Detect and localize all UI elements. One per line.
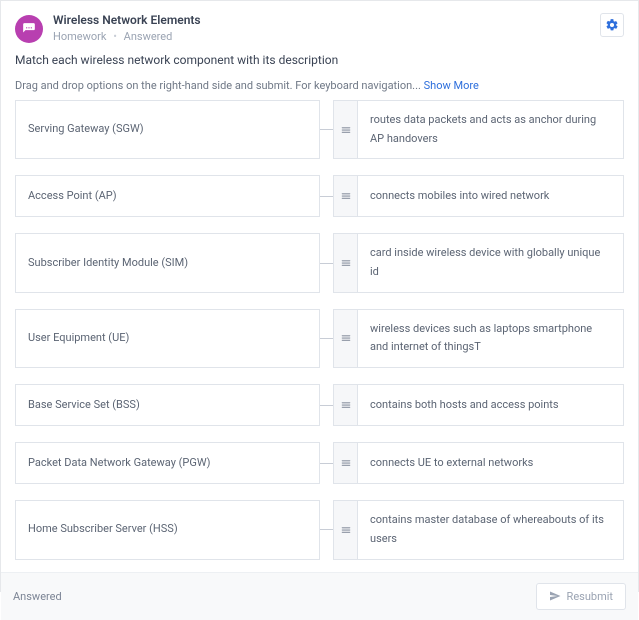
gear-icon	[605, 18, 619, 32]
drag-handle[interactable]	[333, 500, 357, 559]
question-category: Homework	[53, 30, 106, 43]
drag-handle-icon	[340, 124, 352, 136]
instructions: Drag and drop options on the right-hand …	[1, 69, 638, 100]
drag-handle-icon	[340, 257, 352, 269]
match-definition[interactable]: connects UE to external networks	[357, 442, 624, 484]
match-term-text: Home Subscriber Server (HSS)	[28, 520, 178, 539]
drag-handle-icon	[340, 399, 352, 411]
match-row: Home Subscriber Server (HSS) contains mas…	[15, 500, 624, 559]
match-definition[interactable]: wireless devices such as laptops smartph…	[357, 309, 624, 368]
resubmit-label: Resubmit	[567, 590, 613, 603]
match-definition[interactable]: card inside wireless device with globall…	[357, 233, 624, 292]
drag-handle[interactable]	[333, 442, 357, 484]
match-connector	[320, 529, 333, 530]
match-connector	[320, 196, 333, 197]
question-status: Answered	[124, 30, 173, 43]
settings-button[interactable]	[600, 13, 624, 37]
speech-bubble-icon	[22, 22, 36, 36]
match-definition-text: card inside wireless device with globall…	[370, 244, 611, 281]
match-term-text: Base Service Set (BSS)	[28, 396, 140, 415]
match-rows-container: Serving Gateway (SGW) routes data packets…	[1, 100, 638, 572]
drag-handle[interactable]	[333, 309, 357, 368]
card-footer: Answered Resubmit	[1, 572, 638, 620]
drag-handle-icon	[340, 190, 352, 202]
match-row: Base Service Set (BSS) contains both host…	[15, 384, 624, 426]
question-prompt: Match each wireless network component wi…	[1, 49, 638, 69]
match-term: Base Service Set (BSS)	[15, 384, 320, 426]
drag-handle[interactable]	[333, 233, 357, 292]
match-connector	[320, 338, 333, 339]
match-definition[interactable]: routes data packets and acts as anchor d…	[357, 100, 624, 159]
separator-dot: •	[113, 30, 117, 43]
drag-handle[interactable]	[333, 100, 357, 159]
match-connector	[320, 405, 333, 406]
match-definition-text: routes data packets and acts as anchor d…	[370, 111, 611, 148]
match-row: Packet Data Network Gateway (PGW) connect…	[15, 442, 624, 484]
match-connector	[320, 129, 333, 130]
drag-handle[interactable]	[333, 384, 357, 426]
match-term-text: User Equipment (UE)	[28, 329, 129, 348]
instructions-text: Drag and drop options on the right-hand …	[15, 79, 424, 92]
match-term: User Equipment (UE)	[15, 309, 320, 368]
question-subtitle: Homework • Answered	[53, 30, 600, 43]
resubmit-button[interactable]: Resubmit	[536, 583, 626, 610]
match-row: User Equipment (UE) wireless devices such…	[15, 309, 624, 368]
match-term-text: Subscriber Identity Module (SIM)	[28, 254, 188, 273]
card-header: Wireless Network Elements Homework • Ans…	[1, 1, 638, 49]
match-definition[interactable]: connects mobiles into wired network	[357, 175, 624, 217]
match-term-text: Packet Data Network Gateway (PGW)	[28, 454, 211, 473]
match-term: Serving Gateway (SGW)	[15, 100, 320, 159]
match-row: Access Point (AP) connects mobiles into w…	[15, 175, 624, 217]
match-term: Home Subscriber Server (HSS)	[15, 500, 320, 559]
question-type-avatar	[15, 15, 43, 43]
match-definition[interactable]: contains both hosts and access points	[357, 384, 624, 426]
match-term: Packet Data Network Gateway (PGW)	[15, 442, 320, 484]
match-term-text: Serving Gateway (SGW)	[28, 120, 144, 139]
question-card: Wireless Network Elements Homework • Ans…	[0, 0, 639, 592]
title-block: Wireless Network Elements Homework • Ans…	[53, 13, 600, 43]
drag-handle-icon	[340, 332, 352, 344]
match-definition-text: contains master database of whereabouts …	[370, 511, 611, 548]
drag-handle-icon	[340, 457, 352, 469]
drag-handle-icon	[340, 524, 352, 536]
match-connector	[320, 263, 333, 264]
question-title: Wireless Network Elements	[53, 13, 600, 29]
match-row: Subscriber Identity Module (SIM) card ins…	[15, 233, 624, 292]
match-definition-text: contains both hosts and access points	[370, 396, 559, 415]
match-term-text: Access Point (AP)	[28, 187, 117, 206]
match-definition-text: connects mobiles into wired network	[370, 187, 549, 206]
match-row: Serving Gateway (SGW) routes data packets…	[15, 100, 624, 159]
show-more-link[interactable]: Show More	[424, 79, 479, 92]
footer-status: Answered	[13, 590, 62, 603]
match-term: Access Point (AP)	[15, 175, 320, 217]
match-term: Subscriber Identity Module (SIM)	[15, 233, 320, 292]
drag-handle[interactable]	[333, 175, 357, 217]
match-definition-text: connects UE to external networks	[370, 454, 533, 473]
match-definition[interactable]: contains master database of whereabouts …	[357, 500, 624, 559]
match-definition-text: wireless devices such as laptops smartph…	[370, 320, 611, 357]
match-connector	[320, 463, 333, 464]
